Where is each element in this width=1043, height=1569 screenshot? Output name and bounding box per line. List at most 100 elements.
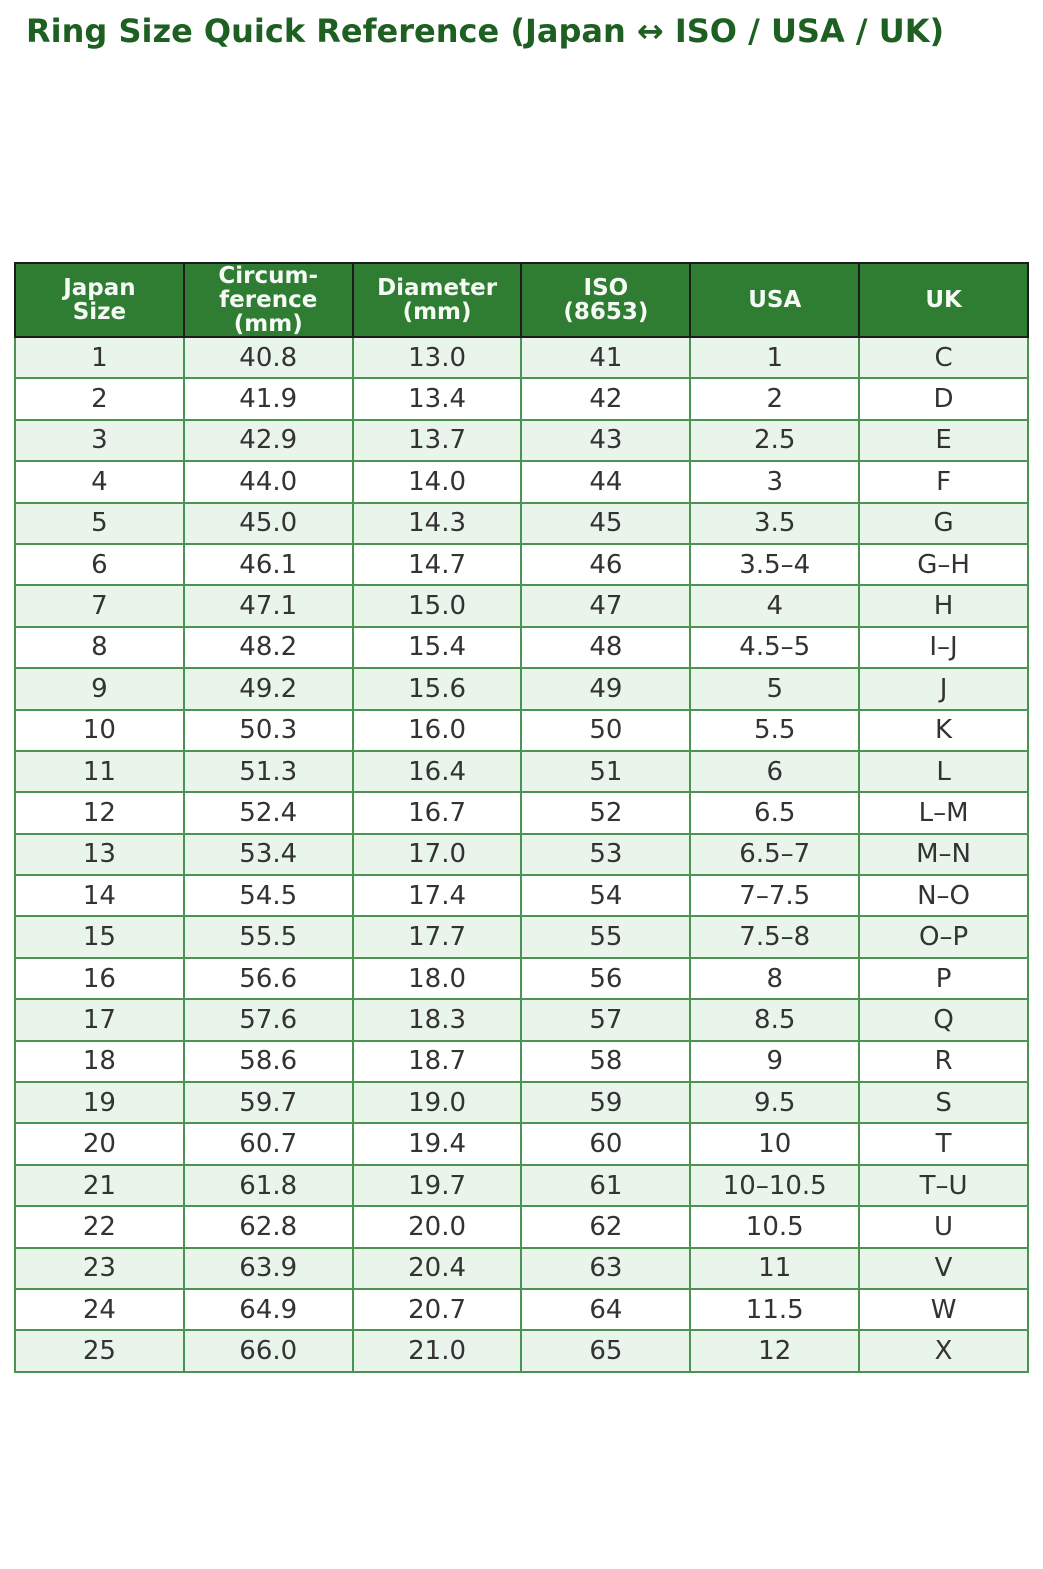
cell: R — [858, 1039, 1029, 1084]
cell: 52.4 — [182, 791, 354, 835]
cell: 58 — [520, 1039, 692, 1084]
cell: 8 — [14, 625, 185, 670]
cell: M–N — [858, 832, 1029, 877]
cell: 4 — [14, 460, 185, 504]
cell: G–H — [858, 542, 1029, 587]
table-row: 1 40.8 13.0 41 1 C — [14, 335, 1029, 380]
cell: 21 — [14, 1163, 185, 1208]
cell: 55.5 — [182, 915, 354, 959]
cell: 65 — [520, 1329, 692, 1373]
cell: 41 — [520, 335, 692, 380]
cell: 50.3 — [182, 708, 354, 752]
cell: T–U — [858, 1163, 1029, 1208]
cell: 20.4 — [351, 1246, 523, 1290]
table-row: 7 47.1 15.0 47 4 H — [14, 584, 1029, 628]
table-row: 11 51.3 16.4 51 6 L — [14, 749, 1029, 794]
cell: 21.0 — [351, 1329, 523, 1373]
cell: 12 — [14, 791, 185, 835]
cell: V — [858, 1246, 1029, 1290]
cell: 63 — [520, 1246, 692, 1290]
table-row: 13 53.4 17.0 53 6.5–7 M–N — [14, 832, 1029, 877]
table-row: 9 49.2 15.6 49 5 J — [14, 667, 1029, 711]
cell: N–O — [858, 874, 1029, 918]
table-row: 5 45.0 14.3 45 3.5 G — [14, 501, 1029, 545]
cell: 17.4 — [351, 874, 523, 918]
cell: 6.5 — [689, 791, 861, 835]
cell: 49.2 — [182, 667, 354, 711]
cell: 45 — [520, 501, 692, 545]
cell: 15 — [14, 915, 185, 959]
cell: 8 — [689, 956, 861, 1001]
cell: 3 — [14, 418, 185, 463]
cell: 10–10.5 — [689, 1163, 861, 1208]
cell: 1 — [689, 335, 861, 380]
cell: 9.5 — [689, 1081, 861, 1125]
cell: 55 — [520, 915, 692, 959]
cell: 3 — [689, 460, 861, 504]
cell: 50 — [520, 708, 692, 752]
cell: 53 — [520, 832, 692, 877]
cell: 13.0 — [351, 335, 523, 380]
cell: 18.0 — [351, 956, 523, 1001]
table-body: 1 40.8 13.0 41 1 C 2 41.9 13.4 42 2 D 3 42.9 13.7 43 2.5… — [14, 335, 1029, 1373]
cell: Q — [858, 998, 1029, 1042]
table-row: 18 58.6 18.7 58 9 R — [14, 1039, 1029, 1084]
cell: 13 — [14, 832, 185, 877]
cell: L–M — [858, 791, 1029, 835]
cell: O–P — [858, 915, 1029, 959]
cell: 14 — [14, 874, 185, 918]
cell: 3.5–4 — [689, 542, 861, 587]
cell: 62 — [520, 1205, 692, 1249]
table-row: 16 56.6 18.0 56 8 P — [14, 956, 1029, 1001]
cell: 66.0 — [182, 1329, 354, 1373]
cell: 7.5–8 — [689, 915, 861, 959]
cell: 44.0 — [182, 460, 354, 504]
column-header-4: USA — [689, 262, 861, 338]
cell: 10 — [689, 1122, 861, 1166]
cell: W — [858, 1287, 1029, 1332]
table-row: 25 66.0 21.0 65 12 X — [14, 1329, 1029, 1373]
page-title: Ring Size Quick Reference (Japan ↔ ISO /… — [26, 12, 945, 50]
cell: 14.7 — [351, 542, 523, 587]
cell: 1 — [14, 335, 185, 380]
cell: X — [858, 1329, 1029, 1373]
cell: 6 — [14, 542, 185, 587]
cell: 15.4 — [351, 625, 523, 670]
cell: 16.4 — [351, 749, 523, 794]
cell: 2.5 — [689, 418, 861, 463]
cell: 16.0 — [351, 708, 523, 752]
table-row: 20 60.7 19.4 60 10 T — [14, 1122, 1029, 1166]
table-row: 23 63.9 20.4 63 11 V — [14, 1246, 1029, 1290]
cell: 14.3 — [351, 501, 523, 545]
cell: 61.8 — [182, 1163, 354, 1208]
cell: 10 — [14, 708, 185, 752]
cell: 49 — [520, 667, 692, 711]
cell: 51 — [520, 749, 692, 794]
cell: 5 — [14, 501, 185, 545]
cell: 3.5 — [689, 501, 861, 545]
cell: 18 — [14, 1039, 185, 1084]
cell: 9 — [689, 1039, 861, 1084]
cell: 4 — [689, 584, 861, 628]
cell: J — [858, 667, 1029, 711]
cell: 11.5 — [689, 1287, 861, 1332]
cell: 16 — [14, 956, 185, 1001]
cell: S — [858, 1081, 1029, 1125]
cell: 19.7 — [351, 1163, 523, 1208]
cell: 23 — [14, 1246, 185, 1290]
cell: 8.5 — [689, 998, 861, 1042]
cell: 52 — [520, 791, 692, 835]
cell: 59 — [520, 1081, 692, 1125]
cell: 47 — [520, 584, 692, 628]
cell: C — [858, 335, 1029, 380]
cell: 43 — [520, 418, 692, 463]
cell: 6 — [689, 749, 861, 794]
table-row: 12 52.4 16.7 52 6.5 L–M — [14, 791, 1029, 835]
cell: 46 — [520, 542, 692, 587]
cell: 25 — [14, 1329, 185, 1373]
cell: 19.0 — [351, 1081, 523, 1125]
cell: 56.6 — [182, 956, 354, 1001]
cell: 6.5–7 — [689, 832, 861, 877]
cell: 42.9 — [182, 418, 354, 463]
cell: 17 — [14, 998, 185, 1042]
